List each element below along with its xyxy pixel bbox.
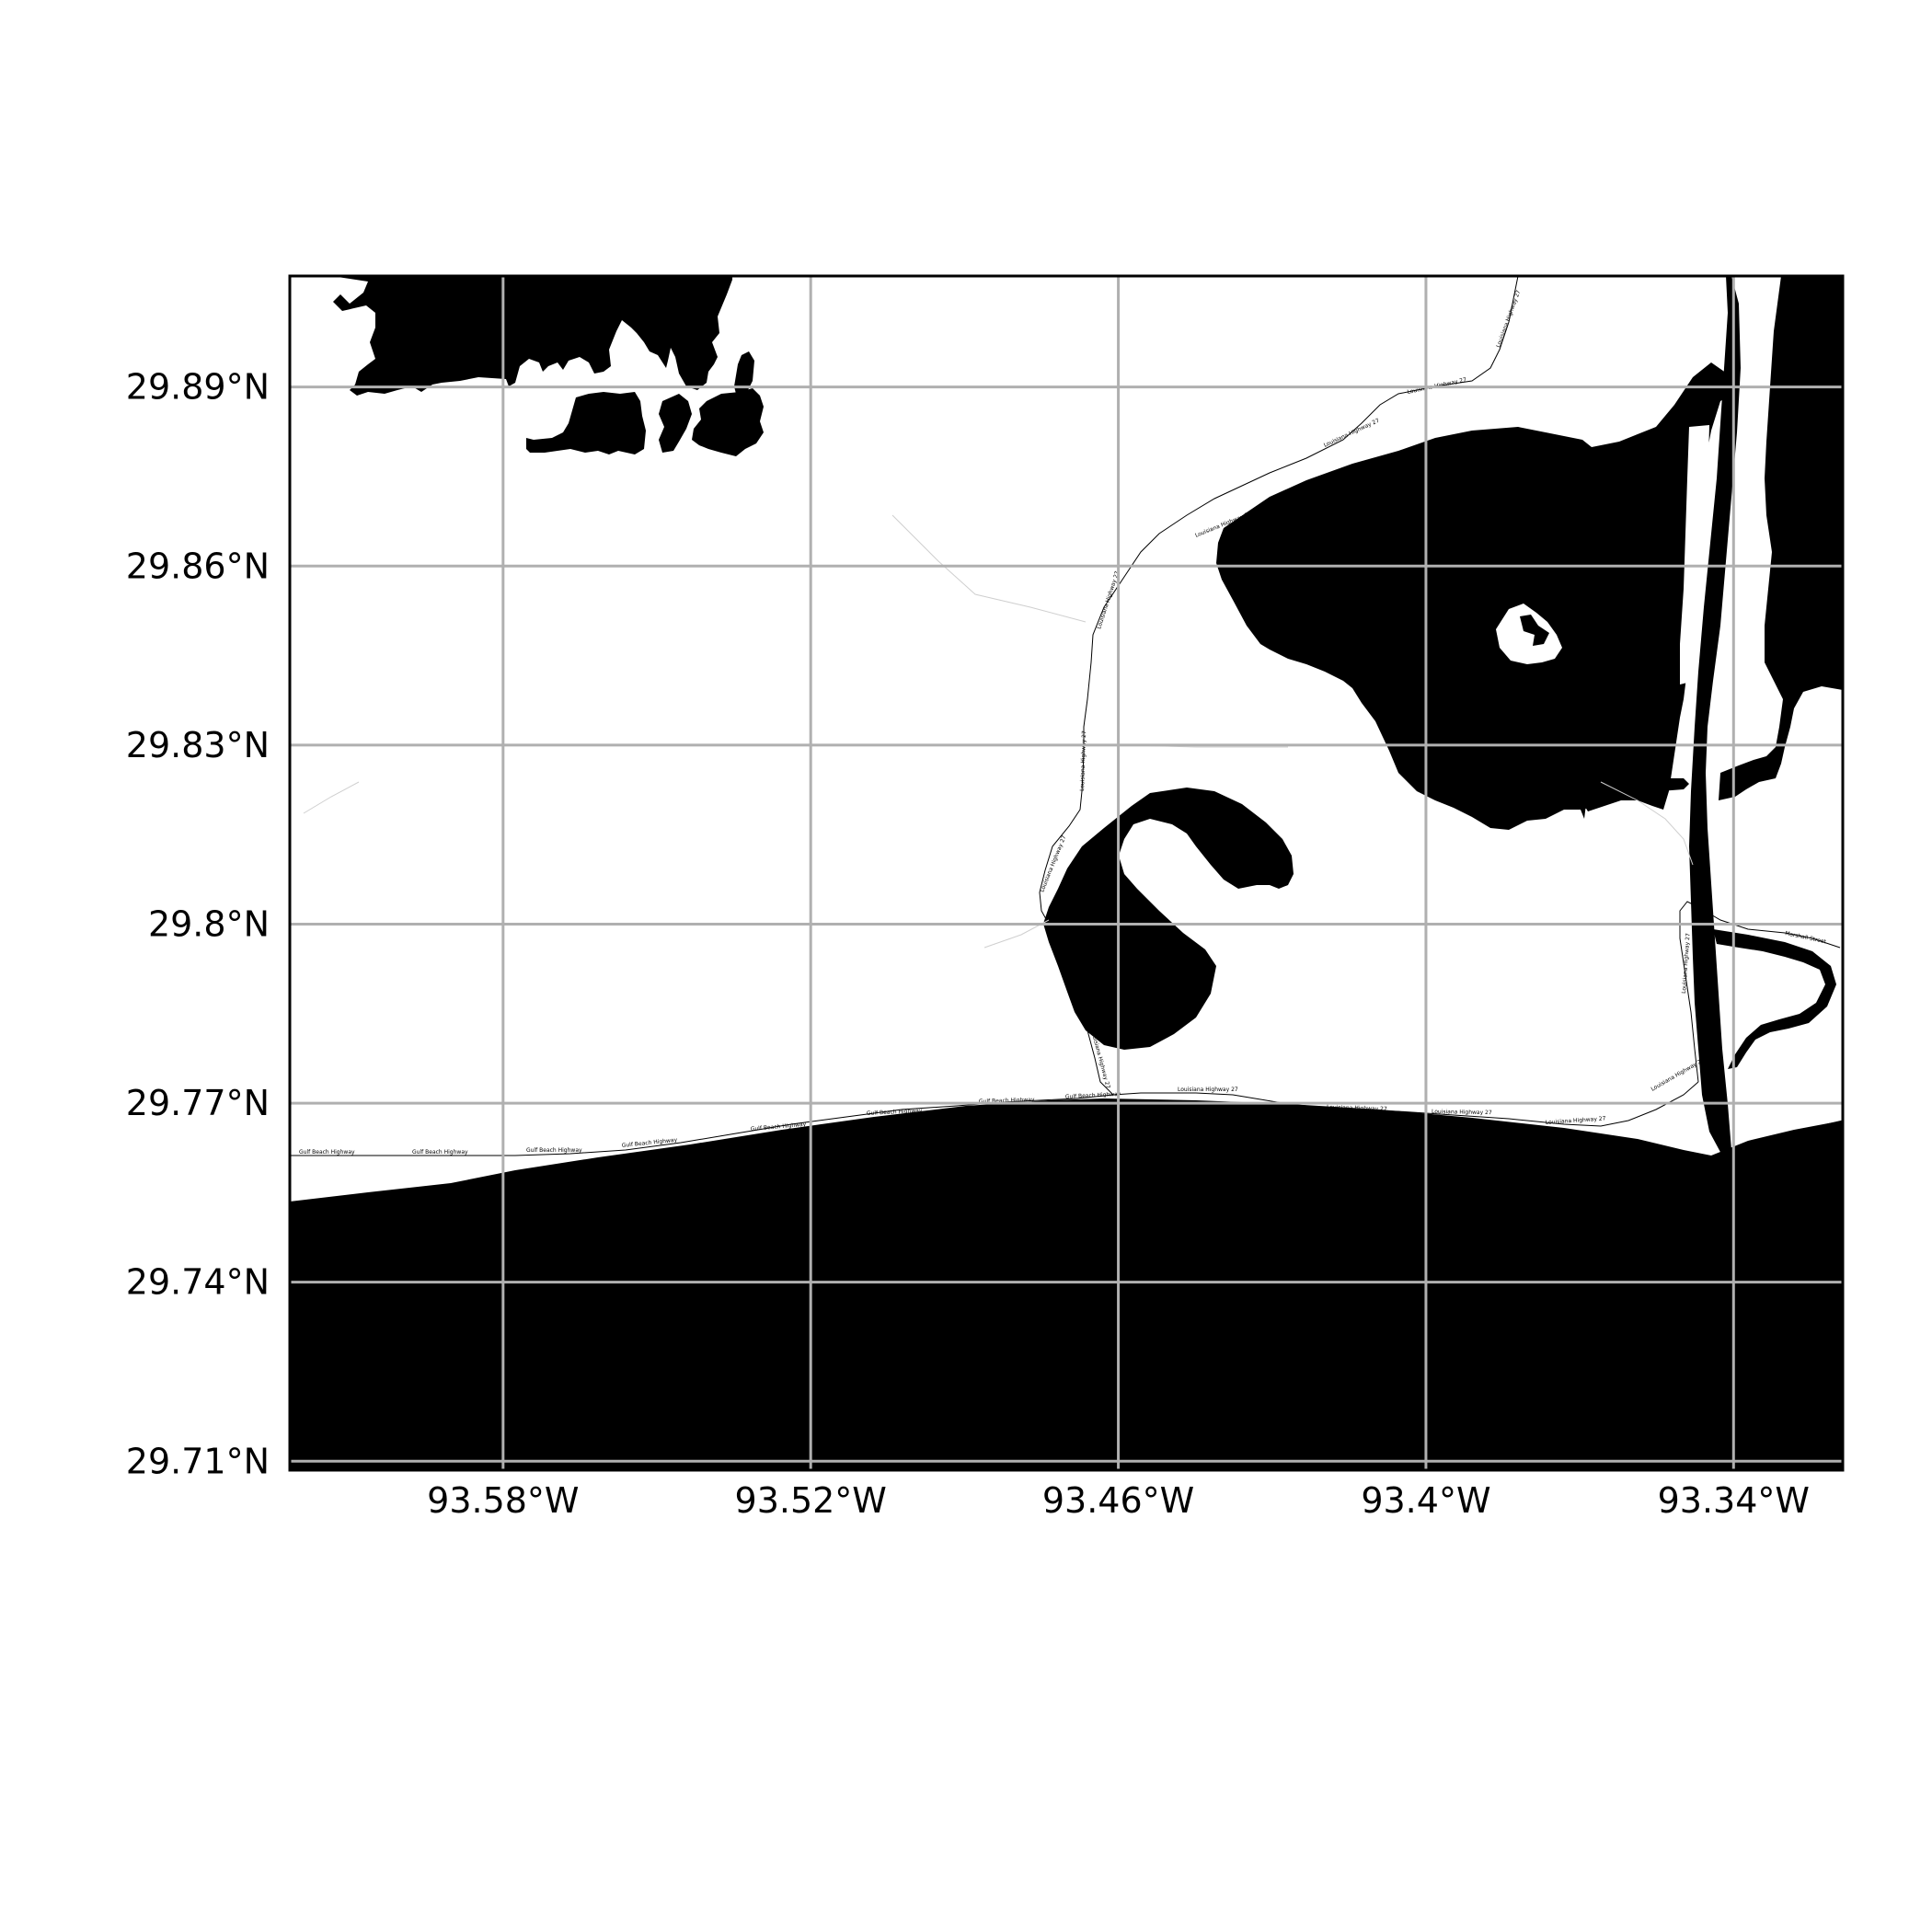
bayou-channel-water [1582, 778, 1689, 811]
oxbow-channel-water [1713, 929, 1836, 1069]
latitude-tick-label: 29.8°N [148, 903, 270, 944]
bayou-water [1509, 741, 1665, 800]
road-label: Gulf Beach Highway [299, 1149, 355, 1156]
bayou-channel-water [1501, 753, 1586, 819]
longitude-tick-label: 93.46°W [1042, 1480, 1194, 1521]
minor-road [1600, 781, 1694, 866]
longitude-tick-label: 93.58°W [427, 1480, 579, 1521]
longitude-tick-label: 93.4°W [1361, 1480, 1490, 1521]
road-label: Louisiana Highway 27 [1327, 1104, 1387, 1112]
latitude-tick-label: 29.77°N [126, 1083, 270, 1123]
road-label: Louisiana Highway 27 [1432, 1109, 1492, 1116]
longitude-tick-label: 93.34°W [1658, 1480, 1810, 1521]
longitude-tick-labels: 93.58°W 93.52°W 93.46°W 93.4°W 93.34°W [427, 1480, 1810, 1521]
lake-island[interactable] [1496, 604, 1562, 664]
road-label: Louisiana Highway 27 [1178, 1087, 1238, 1093]
gulf-of-mexico-water [290, 1098, 1843, 1470]
road-label: Gulf Beach Highway [867, 1108, 923, 1117]
northwest-marsh-pond [659, 394, 692, 453]
longitude-tick-label: 93.52°W [735, 1480, 887, 1521]
marsh-strip-land [1739, 506, 1754, 550]
latitude-tick-label: 29.86°N [126, 546, 270, 586]
lake-island-pond [1520, 615, 1549, 646]
road-label: Louisiana Highway 27 [1546, 1115, 1606, 1126]
latitude-tick-labels: 29.71°N 29.74°N 29.77°N 29.8°N 29.83°N 29.86°… [126, 367, 270, 1482]
minor-road [303, 781, 360, 814]
northwest-marsh-pond [692, 388, 764, 456]
road-network [290, 276, 1843, 1156]
louisiana-highway-27-road[interactable] [1039, 276, 1519, 1096]
road-label: Gulf Beach Highway [526, 1147, 582, 1154]
gridlines [290, 276, 1843, 1470]
louisiana-highway-27-road[interactable] [1112, 1081, 1699, 1127]
map-frame [288, 274, 1845, 1472]
minor-roads [303, 514, 1694, 949]
road-label: Gulf Beach Highway [979, 1097, 1035, 1105]
calcasieu-ship-channel-water [1689, 276, 1741, 1156]
northwest-marsh-water [331, 276, 732, 396]
map-area [290, 276, 1843, 1470]
ship-channel-east-water [1719, 276, 1843, 800]
marsh-strip-land [1680, 425, 1709, 684]
road-label: Louisiana Highway 27 [1079, 730, 1087, 791]
latitude-tick-label: 29.74°N [126, 1262, 270, 1303]
latitude-tick-label: 29.89°N [126, 367, 270, 408]
minor-road [891, 514, 1087, 623]
calcasieu-lake-water [1216, 362, 1739, 830]
louisiana-highway-27-road[interactable] [1679, 901, 1699, 1083]
road-label: Louisiana Highway 27 [1681, 933, 1692, 994]
marshall-street-road[interactable] [1697, 906, 1841, 949]
central-hook-pond-water [1043, 788, 1294, 1050]
latitude-tick-label: 29.83°N [126, 725, 270, 765]
south-shore-road[interactable] [1729, 1120, 1843, 1151]
road-label: Gulf Beach Highway [1065, 1091, 1121, 1100]
gulf-beach-highway-road[interactable] [290, 1094, 1114, 1156]
northwest-marsh-pond [526, 392, 646, 454]
road-label: Gulf Beach Highway [412, 1149, 468, 1156]
northwest-marsh-pond [734, 351, 754, 394]
latitude-tick-label: 29.71°N [126, 1441, 270, 1481]
